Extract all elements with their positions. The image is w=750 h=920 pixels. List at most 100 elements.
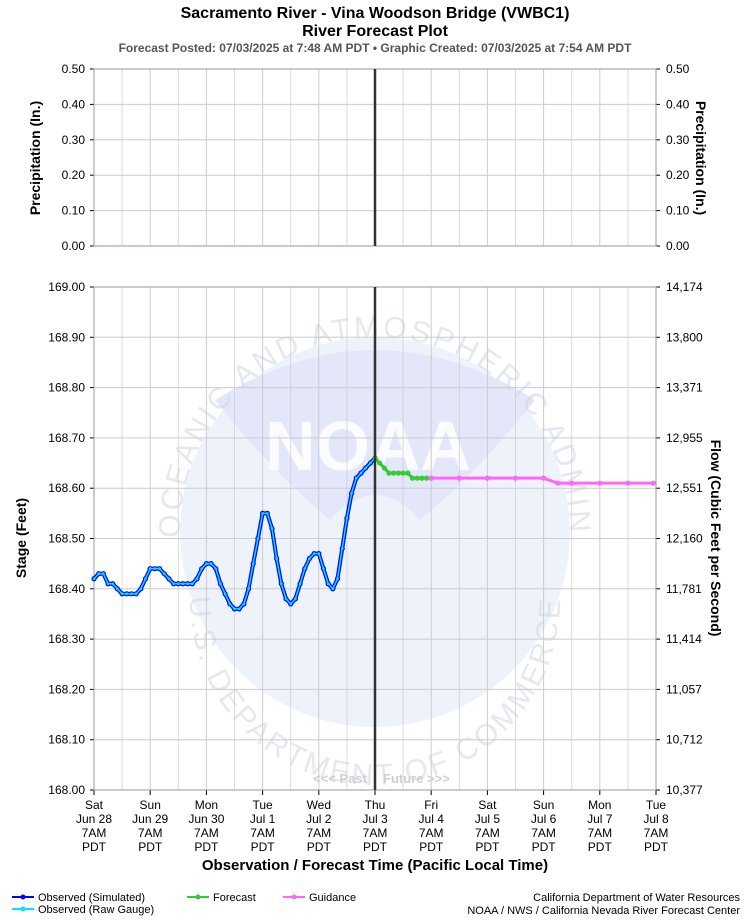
point-observed-raw-gauge [148,567,152,571]
x-tick-label: Jul 2 [306,812,332,826]
x-tick-label: 7AM [419,826,444,840]
x-tick-label: 7AM [531,826,556,840]
point-observed-raw-gauge [134,592,138,596]
point-observed-raw-gauge [237,607,241,611]
x-tick-label: Jul 5 [475,812,501,826]
point-observed-raw-gauge [270,527,274,530]
point-forecast [377,460,383,466]
point-forecast [405,470,411,476]
x-tick-label: PDT [475,840,500,854]
point-observed-raw-gauge [364,466,368,470]
x-tick-label: Sun [533,798,554,812]
point-forecast [395,470,402,476]
point-observed-raw-gauge [279,582,283,586]
point-observed-raw-gauge [354,476,358,480]
credit-dwr: California Department of Water Resources [533,892,740,904]
point-observed-raw-gauge [120,592,124,596]
point-observed-raw-gauge [97,572,101,576]
precip-left-tick-label: 0.20 [62,168,86,182]
point-forecast [423,475,430,481]
point-observed-raw-gauge [153,567,157,571]
x-tick-label: 7AM [138,826,163,840]
point-forecast [381,465,387,471]
point-observed-raw-gauge [312,552,316,555]
x-tick-label: Tue [646,798,667,812]
point-guidance [597,480,603,486]
point-observed-raw-gauge [190,582,194,586]
x-tick-label: Jun 28 [76,812,112,826]
x-tick-label: Thu [365,798,386,812]
precip-right-axis-title: Precipitation (In.) [693,101,709,215]
legend-marker-guidance [291,894,297,900]
point-observed-raw-gauge [284,597,288,601]
legend-forecast: Forecast [213,892,256,904]
point-observed-raw-gauge [345,516,349,520]
precip-left-tick-label: 0.50 [62,62,86,76]
x-tick-label: Jul 7 [587,812,613,826]
legend-marker-observed-raw [20,906,26,912]
precip-right-tick-label: 0.30 [666,133,690,147]
stage-axis-title: Stage (Feet) [13,498,29,578]
x-tick-label: Sun [140,798,161,812]
precip-left-tick-label: 0.30 [62,133,86,147]
watermark-logo-text: NOAA [265,407,471,485]
precip-right-tick-label: 0.20 [666,168,690,182]
precip-right-tick-label: 0.50 [666,62,690,76]
precip-left-axis-title: Precipitation (In.) [27,101,43,215]
point-observed-raw-gauge [209,562,213,566]
x-tick-label: Jul 8 [643,812,669,826]
point-observed-raw-gauge [340,547,344,550]
flow-tick-label: 10,377 [666,783,703,797]
point-observed-raw-gauge [167,577,171,581]
precip-left-tick-label: 0.40 [62,97,86,111]
x-tick-label: PDT [532,840,557,854]
point-observed-raw-gauge [303,567,307,571]
stage-tick-label: 169.00 [48,280,85,294]
legend-guidance: Guidance [309,892,356,904]
point-forecast [409,475,416,481]
chart-title: Sacramento River - Vina Woodson Bridge (… [181,5,570,22]
point-observed-raw-gauge [350,491,353,495]
noaa-watermark: NOAA NATIONAL OCEANIC AND ATMOSPHERIC AD… [0,0,593,792]
point-forecast [414,475,420,481]
point-observed-raw-gauge [186,582,190,586]
x-tick-label: 7AM [250,826,275,840]
flow-tick-label: 13,800 [666,330,703,344]
point-observed-raw-gauge [308,557,311,561]
point-guidance [456,475,462,481]
point-observed-raw-gauge [228,602,232,606]
x-tick-label: PDT [138,840,163,854]
flow-axis-title: Flow (Cubic Feet per Second) [708,440,724,637]
legend-marker-forecast [195,894,201,900]
x-tick-label: PDT [588,840,613,854]
stage-tick-label: 168.10 [48,733,85,747]
point-observed-raw-gauge [139,587,143,591]
past-marker: <<< Past [313,771,368,786]
flow-tick-label: 12,551 [666,481,703,495]
point-observed-raw-gauge [251,562,255,566]
point-observed-raw-gauge [322,567,325,571]
point-observed-raw-gauge [144,577,147,581]
series-layer [91,245,656,612]
point-forecast [386,470,392,476]
precip-left-tick-label: 0.10 [62,204,86,218]
point-observed-raw-gauge [298,582,302,586]
x-tick-label: Tue [252,798,273,812]
x-tick-label: PDT [251,840,276,854]
point-observed-raw-gauge [172,582,176,586]
point-guidance [555,480,561,486]
point-guidance [484,475,490,481]
point-guidance [650,480,656,486]
stage-tick-label: 168.70 [48,431,85,445]
x-tick-label: Jun 29 [132,812,168,826]
flow-tick-label: 10,712 [666,733,703,747]
point-guidance [428,475,434,481]
x-tick-label: Jul 3 [362,812,388,826]
x-tick-label: PDT [307,840,332,854]
x-tick-label: 7AM [587,826,612,840]
point-observed-raw-gauge [200,567,204,571]
x-tick-label: Mon [588,798,611,812]
point-observed-raw-gauge [111,582,115,586]
precip-left-tick-label: 0.00 [62,239,86,253]
